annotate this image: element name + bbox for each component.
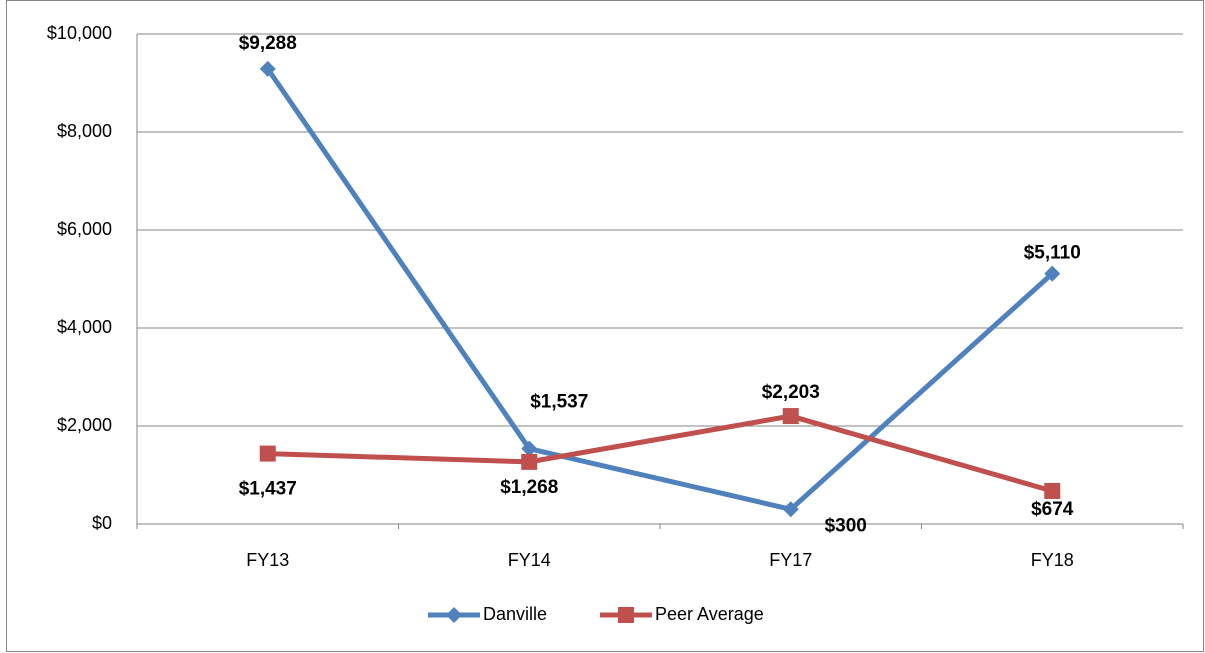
value-label: $9,288	[239, 33, 297, 54]
point	[259, 60, 276, 77]
value-label: $674	[1031, 499, 1074, 520]
legend-label: Danville	[483, 604, 547, 624]
value-label: $2,203	[762, 382, 820, 403]
legend-marker	[618, 607, 634, 623]
y-tick-label: $6,000	[57, 219, 112, 239]
series-line	[267, 413, 1053, 494]
y-tick-label: $10,000	[47, 23, 112, 43]
value-label: $300	[825, 515, 867, 536]
point	[259, 445, 276, 462]
y-tick-label: $4,000	[57, 317, 112, 337]
y-tick-label: $8,000	[57, 121, 112, 141]
point	[521, 453, 538, 470]
x-tick-label: FY13	[246, 550, 289, 570]
x-tick-label: FY14	[508, 550, 551, 570]
y-tick-label: $2,000	[57, 415, 112, 435]
legend-marker	[446, 607, 462, 623]
y-tick-label: $0	[92, 513, 112, 533]
point	[1044, 482, 1061, 499]
series-line	[265, 67, 1054, 512]
point	[782, 501, 799, 518]
chart-border	[6, 0, 1204, 652]
value-label: $1,437	[239, 479, 297, 500]
point	[1044, 265, 1061, 282]
point	[782, 408, 799, 425]
x-tick-label: FY18	[1031, 550, 1074, 570]
value-label: $1,268	[500, 477, 558, 498]
point	[521, 440, 538, 457]
value-label: $1,537	[530, 392, 588, 413]
x-tick-label: FY17	[769, 550, 812, 570]
value-label: $5,110	[1024, 243, 1081, 264]
legend-label: Peer Average	[655, 604, 764, 624]
